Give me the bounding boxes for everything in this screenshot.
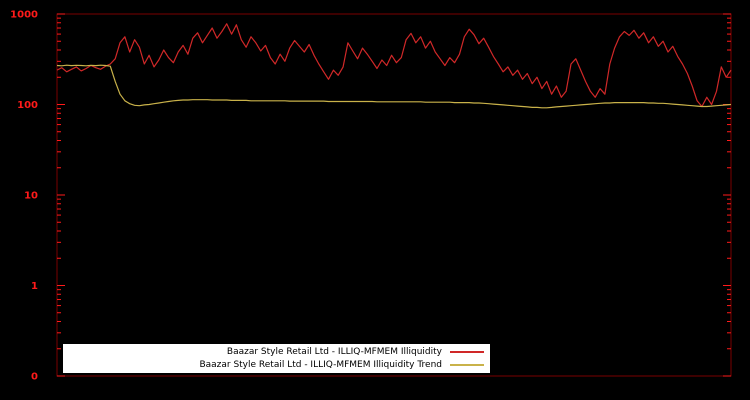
series-line-0 — [56, 23, 732, 108]
y-tick-label: 0 — [31, 372, 38, 383]
legend-label-illiquidity-trend: Baazar Style Retail Ltd - ILLIQ-MFMEM Il… — [199, 359, 442, 370]
y-tick-label: 1000 — [10, 10, 38, 21]
series-line-1 — [56, 64, 732, 109]
y-tick-label: 1 — [31, 281, 38, 292]
plot-border — [56, 13, 732, 377]
y-tick-label: 10 — [24, 191, 38, 202]
legend-line-sample-illiquidity — [450, 351, 484, 353]
legend-line-sample-illiquidity-trend — [450, 364, 484, 366]
legend-item-illiquidity-trend: Baazar Style Retail Ltd - ILLIQ-MFMEM Il… — [63, 359, 490, 372]
y-tick-label: 100 — [17, 100, 38, 111]
legend-label-illiquidity: Baazar Style Retail Ltd - ILLIQ-MFMEM Il… — [226, 346, 442, 357]
legend: Baazar Style Retail Ltd - ILLIQ-MFMEM Il… — [63, 344, 490, 373]
legend-item-illiquidity: Baazar Style Retail Ltd - ILLIQ-MFMEM Il… — [63, 346, 490, 359]
